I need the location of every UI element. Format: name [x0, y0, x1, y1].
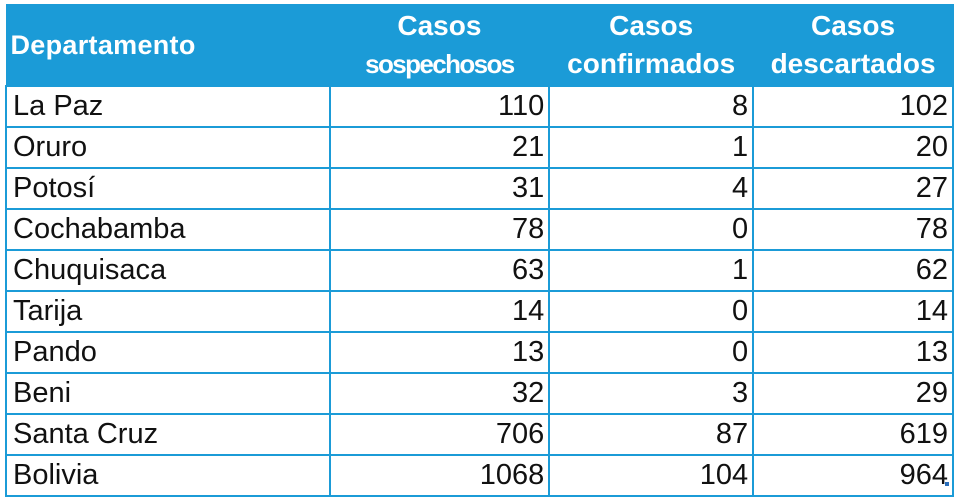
table-row: Oruro 21 1 20	[5, 126, 954, 169]
header-confirmados-line2: confirmados	[567, 48, 736, 79]
confirmados-cell: 4	[548, 167, 755, 210]
confirmados-cell: 87	[548, 413, 755, 456]
confirmados-cell: 8	[548, 85, 755, 128]
table-row: Bolivia 1068 104 964	[5, 454, 954, 497]
header-row: Departamento Casos sospechosos Casos con…	[5, 4, 954, 87]
department-cell: Bolivia	[5, 454, 331, 497]
header-sospechosos-line2: sospechosos	[365, 49, 515, 79]
descartados-cell: 27	[752, 167, 954, 210]
descartados-cell: 62	[752, 249, 954, 292]
confirmados-cell: 104	[548, 454, 755, 497]
descartados-cell: 102	[752, 85, 954, 128]
descartados-cell: 14	[752, 290, 954, 333]
sospechosos-cell: 32	[328, 372, 551, 415]
sospechosos-cell: 110	[328, 85, 551, 128]
header-casos-confirmados: Casos confirmados	[548, 4, 754, 87]
header-descartados-line1: Casos	[811, 10, 896, 41]
table-row: Chuquisaca 63 1 62	[5, 249, 954, 292]
department-cell: Chuquisaca	[5, 249, 331, 292]
sospechosos-cell: 78	[328, 208, 551, 251]
department-cell: La Paz	[5, 85, 331, 128]
sospechosos-cell: 1068	[328, 454, 551, 497]
confirmados-cell: 0	[548, 290, 755, 333]
table-row: Cochabamba 78 0 78	[5, 208, 954, 251]
descartados-cell: 964	[752, 454, 954, 497]
confirmados-cell: 3	[548, 372, 755, 415]
sospechosos-cell: 14	[328, 290, 551, 333]
header-descartados-line2: descartados	[770, 48, 936, 79]
sospechosos-cell: 63	[328, 249, 551, 292]
header-casos-sospechosos: Casos sospechosos	[329, 4, 550, 87]
sospechosos-cell: 706	[328, 413, 551, 456]
department-cell: Tarija	[5, 290, 331, 333]
department-cell: Oruro	[5, 126, 331, 169]
table-header: Departamento Casos sospechosos Casos con…	[5, 4, 954, 87]
department-cell: Potosí	[5, 167, 331, 210]
confirmados-cell: 1	[548, 249, 755, 292]
department-cell: Cochabamba	[5, 208, 331, 251]
descartados-cell: 619	[752, 413, 954, 456]
cases-table: Departamento Casos sospechosos Casos con…	[5, 4, 954, 497]
selection-handle[interactable]	[945, 482, 949, 486]
confirmados-cell: 1	[548, 126, 755, 169]
sospechosos-cell: 31	[328, 167, 551, 210]
descartados-cell: 20	[752, 126, 954, 169]
header-sospechosos-line1: Casos	[397, 10, 482, 41]
table-row: Potosí 31 4 27	[5, 167, 954, 210]
descartados-cell: 13	[752, 331, 954, 374]
table-row: Beni 32 3 29	[5, 372, 954, 415]
confirmados-cell: 0	[548, 208, 755, 251]
table-row: Santa Cruz 706 87 619	[5, 413, 954, 456]
department-cell: Pando	[5, 331, 331, 374]
header-casos-descartados: Casos descartados	[752, 4, 954, 87]
table-row: Pando 13 0 13	[5, 331, 954, 374]
descartados-cell: 78	[752, 208, 954, 251]
header-confirmados-line1: Casos	[609, 10, 694, 41]
header-departamento: Departamento	[5, 4, 330, 87]
sospechosos-cell: 21	[328, 126, 551, 169]
table-body: La Paz 110 8 102 Oruro 21 1 20 Potosí 31 4 27 Cochab…	[5, 85, 954, 497]
confirmados-cell: 0	[548, 331, 755, 374]
table-row: Tarija 14 0 14	[5, 290, 954, 333]
sospechosos-cell: 13	[328, 331, 551, 374]
department-cell: Santa Cruz	[5, 413, 331, 456]
department-cell: Beni	[5, 372, 331, 415]
table-row: La Paz 110 8 102	[5, 85, 954, 128]
descartados-cell: 29	[752, 372, 954, 415]
